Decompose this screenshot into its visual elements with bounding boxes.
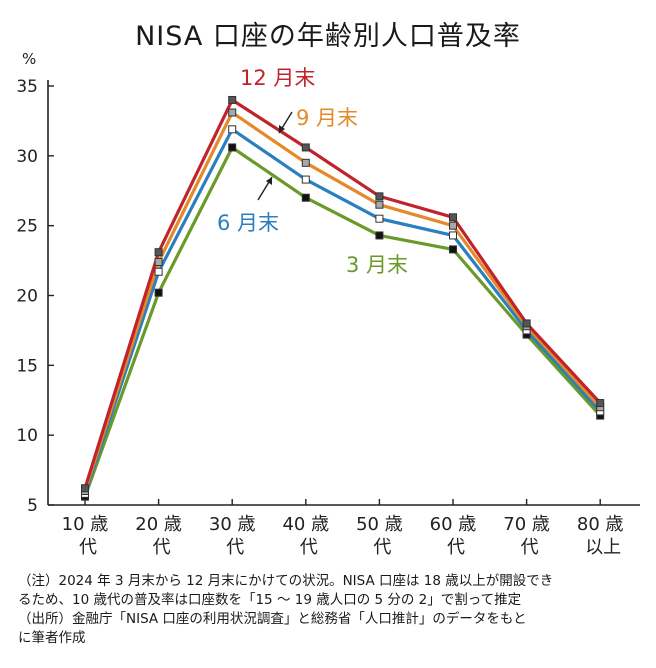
series-label: 9 月末 — [296, 106, 358, 130]
x-tick-label: 代 — [226, 537, 244, 558]
data-point — [81, 484, 89, 493]
x-tick-label: 70 歳 — [503, 514, 550, 535]
data-point — [375, 214, 384, 223]
x-tick-label: 10 歳 — [62, 514, 109, 535]
y-axis-unit: % — [22, 50, 36, 68]
y-tick-label: 5 — [27, 496, 38, 516]
data-point — [228, 108, 237, 117]
x-tick-label: 代 — [447, 537, 465, 558]
y-tick-label: 10 — [16, 426, 38, 446]
series-line — [83, 145, 602, 499]
series-line — [83, 110, 602, 493]
x-tick-label: 50 歳 — [356, 514, 403, 535]
x-tick-label: 60 歳 — [430, 514, 477, 535]
y-tick-label: 20 — [16, 287, 38, 307]
footnote-line: るため、10 歳代の普及率は口座数を「15 ～ 19 歳人口の 5 分の 2」で… — [18, 592, 522, 608]
data-point — [301, 193, 310, 202]
x-tick-label: 代 — [521, 537, 539, 558]
data-point — [449, 231, 457, 240]
data-point — [301, 158, 310, 167]
data-point — [449, 213, 457, 222]
data-point — [228, 125, 237, 134]
x-tick-label: 代 — [300, 537, 318, 558]
data-point — [154, 267, 163, 276]
x-tick-label: 以上 — [585, 537, 621, 558]
x-tick-label: 40 歳 — [282, 514, 329, 535]
y-tick-label: 35 — [16, 77, 38, 97]
data-point — [375, 231, 384, 240]
data-point — [154, 248, 163, 257]
annotation-arrow-head — [266, 177, 272, 185]
data-point — [154, 257, 163, 266]
y-tick-label: 15 — [16, 356, 38, 376]
series-label: 12 月末 — [240, 66, 315, 90]
y-tick-label: 30 — [16, 147, 38, 167]
data-point — [301, 143, 310, 152]
data-point — [154, 288, 163, 297]
x-tick-label: 30 歳 — [209, 514, 256, 535]
series-line — [83, 127, 602, 496]
data-point — [522, 319, 531, 328]
data-point — [375, 200, 384, 209]
series-label: 6 月末 — [217, 211, 279, 235]
data-point — [375, 192, 384, 201]
footnotes: （注）2024 年 3 月末から 12 月末にかけての状況。NISA 口座は 1… — [18, 572, 648, 648]
x-tick-label: 代 — [79, 537, 97, 558]
x-tick-label: 代 — [153, 537, 171, 558]
x-tick-label: 20 歳 — [135, 514, 182, 535]
data-point — [449, 221, 457, 230]
y-tick-label: 25 — [16, 217, 38, 237]
series-line — [83, 98, 602, 490]
data-point — [596, 399, 605, 408]
data-point — [228, 143, 237, 152]
data-point — [228, 95, 237, 104]
series-label: 3 月末 — [346, 253, 408, 277]
footnote-line: （注）2024 年 3 月末から 12 月末にかけての状況。NISA 口座は 1… — [18, 573, 554, 589]
x-tick-label: 代 — [373, 537, 391, 558]
data-point — [449, 245, 457, 254]
data-point — [301, 175, 310, 184]
footnote-line: に筆者作成 — [18, 630, 86, 646]
chart-title: NISA 口座の年齢別人口普及率 — [135, 21, 521, 52]
footnote-line: （出所）金融庁「NISA 口座の利用状況調査」と総務省「人口推計」のデータをもと — [18, 611, 527, 627]
x-tick-label: 80 歳 — [577, 514, 624, 535]
annotation-arrow-head — [279, 125, 285, 133]
